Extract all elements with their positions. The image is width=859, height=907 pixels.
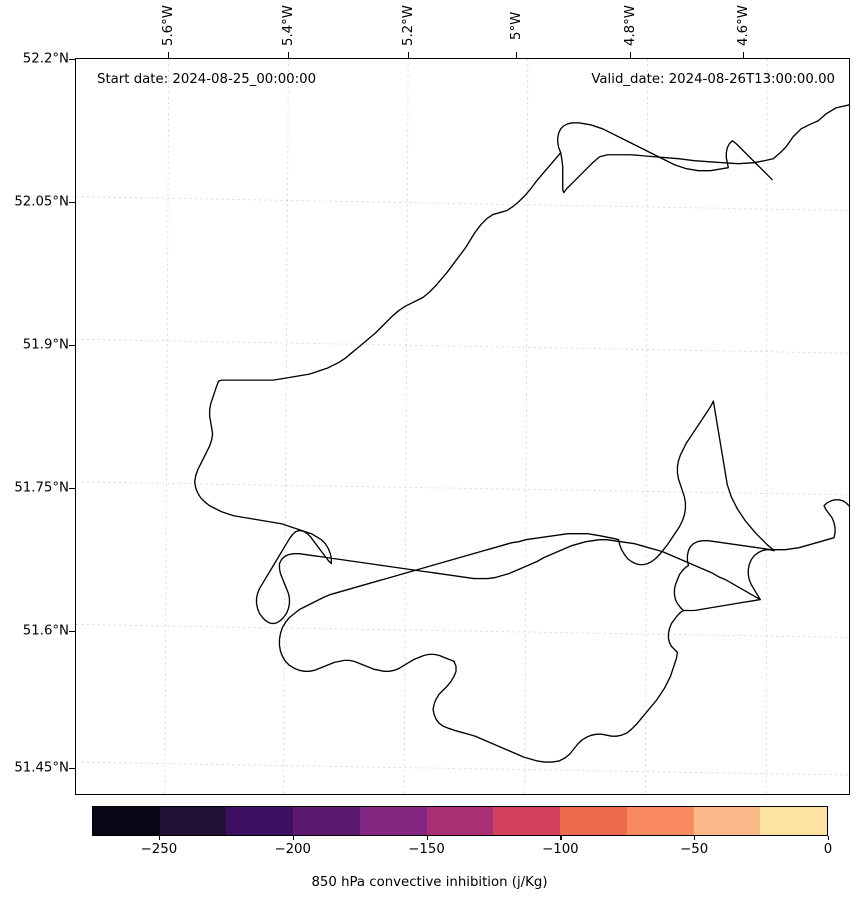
y-tick-mark [69, 768, 75, 770]
x-tick-label: 5.4°W [281, 5, 296, 47]
x-tick-mark [168, 52, 170, 58]
y-tick-label: 51.9°N [22, 337, 69, 353]
y-tick-mark [69, 59, 75, 61]
x-tick-label: 4.6°W [736, 5, 751, 47]
colorbar-tick-label: 0 [823, 842, 833, 857]
y-tick-mark [69, 488, 75, 490]
y-tick-label: 52.2°N [22, 51, 69, 67]
colorbar-segment [226, 807, 294, 835]
colorbar-segment [359, 807, 427, 835]
y-tick-label: 51.45°N [14, 760, 69, 776]
x-tick-mark [408, 52, 410, 58]
y-tick-label: 52.05°N [14, 194, 69, 210]
x-tick-mark [288, 52, 290, 58]
start-date-annotation: Start date: 2024-08-25_00:00:00 [97, 72, 317, 87]
valid-date-annotation: Valid_date: 2024-08-26T13:00:00.00 [591, 72, 835, 87]
colorbar-tick-label: −250 [140, 842, 178, 857]
coastline [194, 104, 849, 763]
x-tick-label: 5.2°W [401, 5, 416, 47]
colorbar-segment [626, 807, 694, 835]
x-tick-mark [743, 52, 745, 58]
colorbar-tick-mark [158, 836, 161, 840]
y-tick-mark [69, 202, 75, 204]
colorbar-tick-mark [292, 836, 295, 840]
colorbar-segment [760, 807, 828, 835]
colorbar-segment [293, 807, 360, 835]
y-tick-mark [69, 631, 75, 633]
colorbar-tick-label: −100 [542, 842, 579, 857]
x-tick-label: 4.8°W [623, 5, 638, 47]
map-graphic [76, 59, 849, 794]
colorbar-segment [493, 807, 561, 835]
x-tick-mark [630, 52, 632, 58]
map-axes: Start date: 2024-08-25_00:00:00 Valid_da… [75, 58, 850, 795]
colorbar-segment [159, 807, 227, 835]
colorbar-gradient [92, 806, 828, 836]
colorbar-segment [693, 807, 761, 835]
colorbar: −250 −200 −150 −100 −50 0 [92, 806, 832, 857]
y-tick-label: 51.6°N [22, 623, 69, 639]
colorbar-tick-label: −50 [680, 842, 709, 857]
gridlines [76, 59, 849, 794]
colorbar-tick-label: −150 [408, 842, 445, 857]
colorbar-segment [426, 807, 494, 835]
colorbar-segment [93, 807, 160, 835]
colorbar-tick-mark [426, 836, 428, 840]
colorbar-title: 850 hPa convective inhibition (j/Kg) [311, 875, 548, 890]
x-tick-label: 5°W [509, 11, 524, 41]
y-tick-mark [69, 345, 75, 347]
colorbar-tick-mark [560, 836, 562, 840]
colorbar-segment [560, 807, 627, 835]
colorbar-tick-mark [828, 836, 830, 840]
x-tick-mark [516, 52, 518, 58]
y-tick-label: 51.75°N [14, 480, 69, 496]
colorbar-tick-label: −200 [274, 842, 311, 857]
colorbar-tick-mark [694, 836, 696, 840]
x-tick-label: 5.6°W [161, 5, 176, 47]
